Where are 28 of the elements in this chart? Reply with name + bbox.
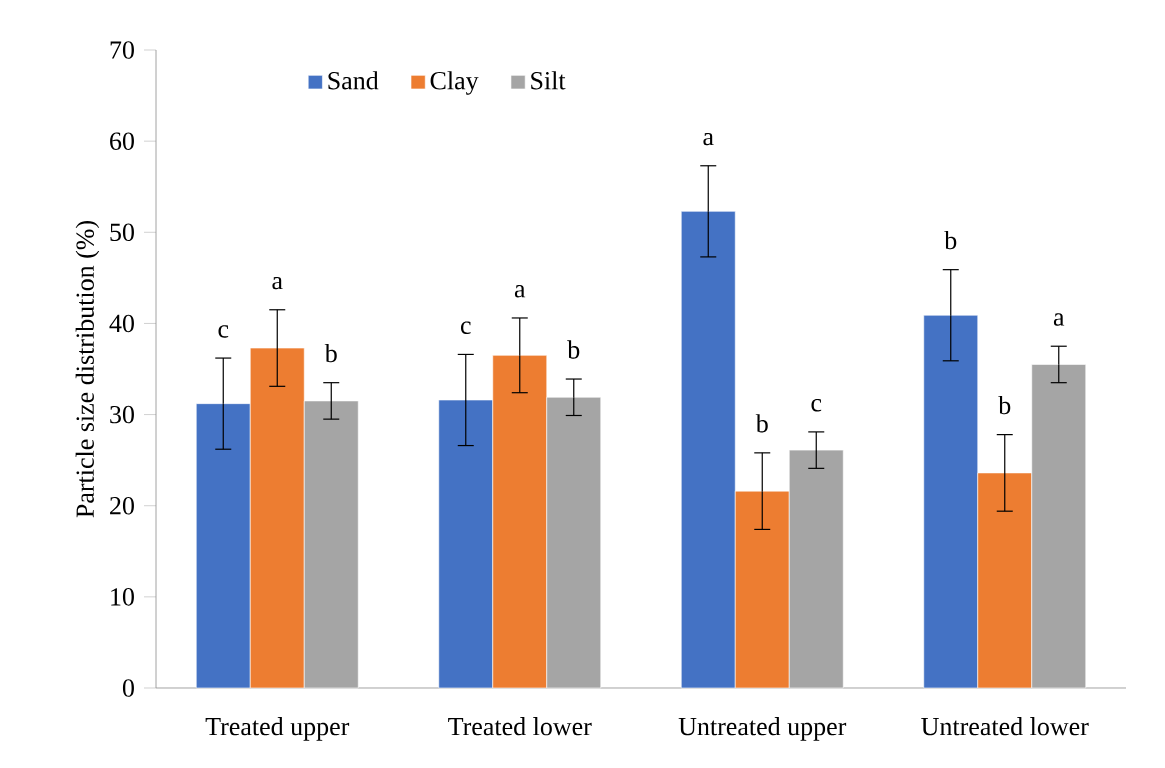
data-label: a [272,276,283,290]
legend-label: Silt [531,71,566,90]
y-tick-label: 40 [109,314,134,333]
data-label: b [755,414,768,433]
data-label: b [324,343,337,363]
y-tick-label: 50 [110,223,134,242]
data-label: c [811,398,822,412]
data-label: b [998,395,1011,415]
legend-label: Clay [430,71,479,95]
y-tick-label: 0 [122,679,134,697]
x-tick-label: Untreated upper [678,717,847,741]
x-tick-label: Untreated lower [921,717,1089,736]
x-tick-label: Treated upper [205,717,350,741]
data-label: a [703,132,714,146]
legend-label: Sand [328,71,379,90]
y-tick-label: 60 [110,132,134,150]
y-tick-label: 70 [110,41,134,59]
data-label: c [460,321,471,335]
data-label: a [1053,313,1065,326]
y-tick-label: 30 [110,405,134,424]
y-tick-label: 10 [111,588,134,606]
y-tick-label: 20 [110,496,134,515]
data-label: c [218,325,229,338]
data-label: b [567,340,580,359]
x-tick-label: Treated lower [448,717,592,736]
y-axis-title: Particle size distribution (%) [75,221,100,518]
data-label: b [944,230,957,250]
data-label: a [514,285,526,298]
